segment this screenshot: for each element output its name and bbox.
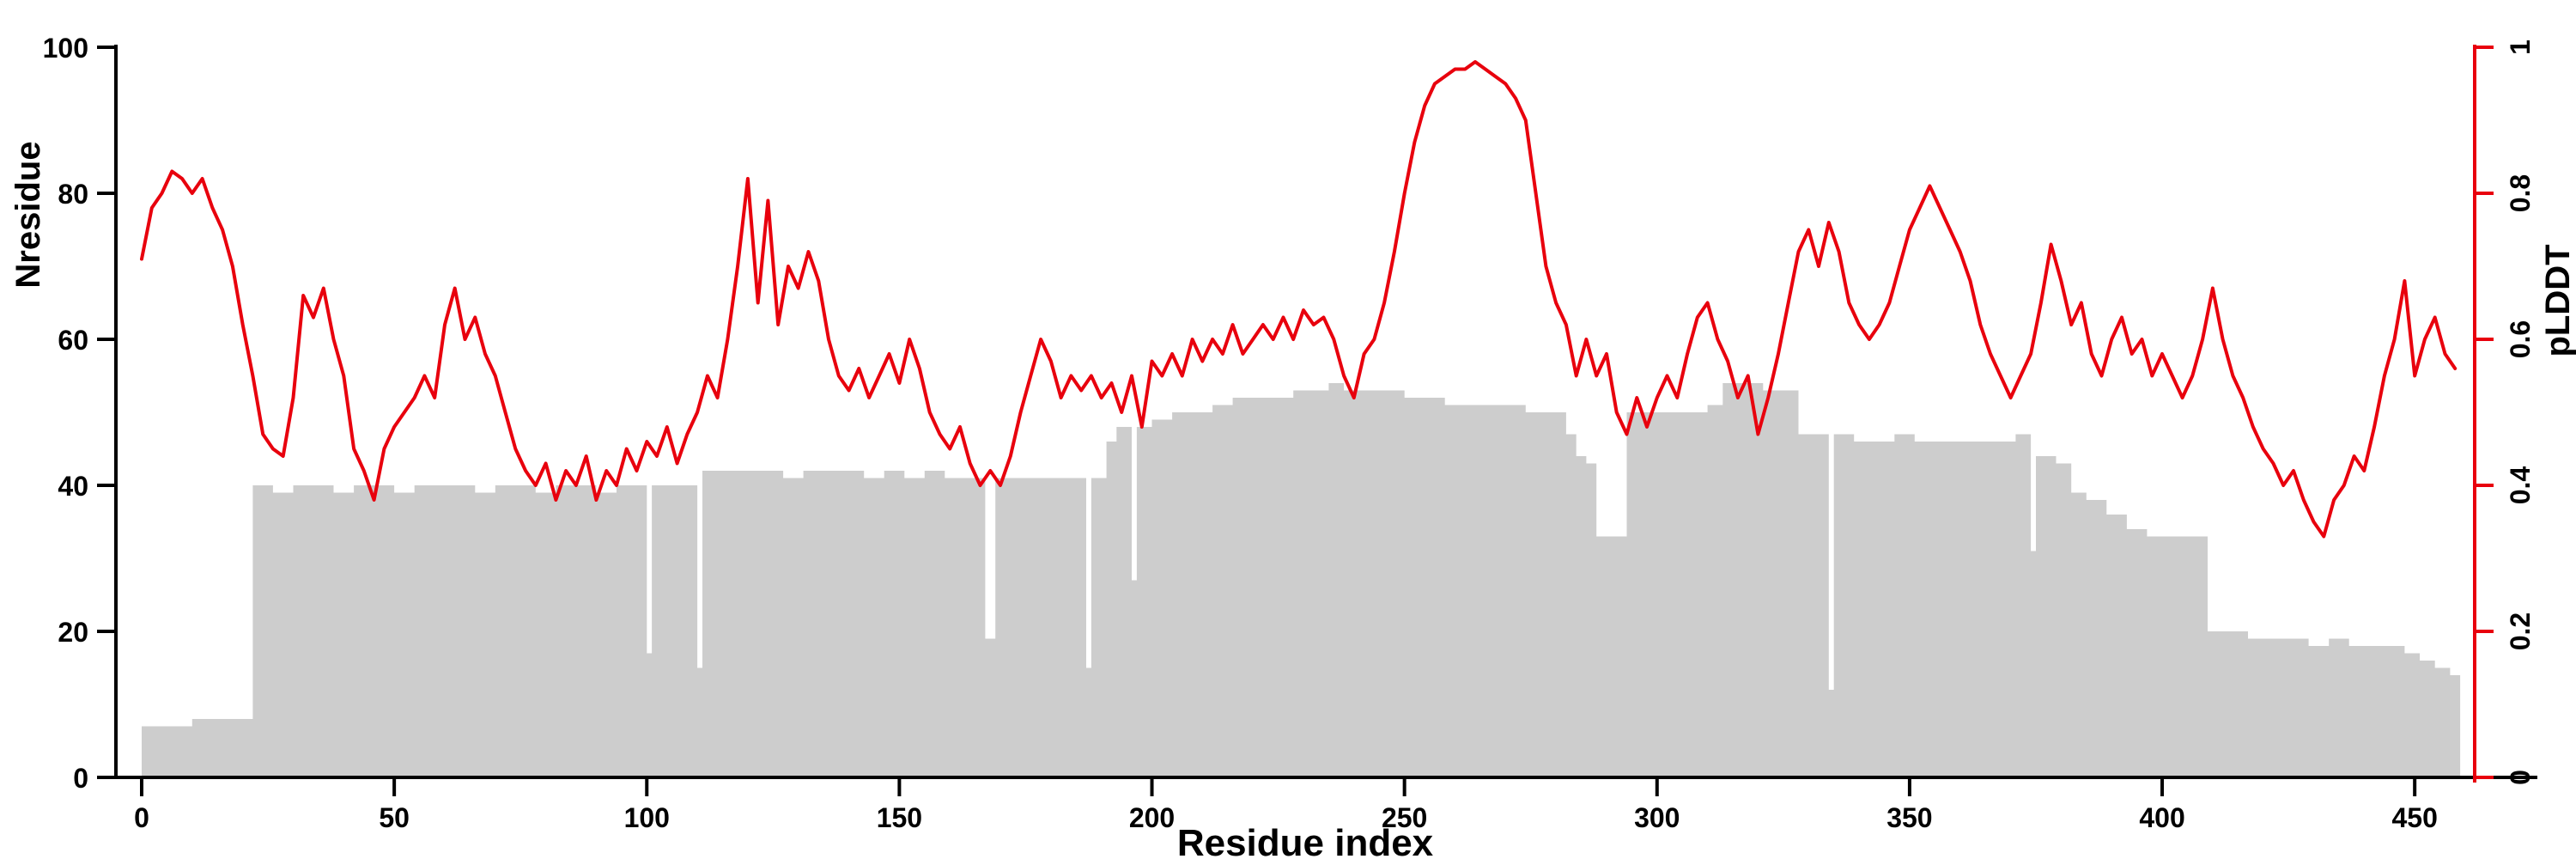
right-axis-tick-label: 0 — [2505, 770, 2536, 785]
axes-layer: 0 20 40 60 80 100 0 50 100 150 200 250 300 350 400 450 0… — [43, 33, 2537, 833]
x-axis-title: Residue index — [1177, 822, 1434, 859]
left-and-bottom-axes — [97, 45, 2537, 796]
x-axis-tick-label: 100 — [624, 802, 670, 833]
right-axis-title: pLDDT — [2539, 244, 2576, 356]
x-axis-tick-label: 300 — [1634, 802, 1680, 833]
right-axis-tick-label: 0.2 — [2505, 612, 2536, 650]
left-axis-tick-label: 20 — [58, 617, 88, 648]
left-axis-title: Nresidue — [9, 141, 47, 288]
x-axis-tick-label: 0 — [134, 802, 149, 833]
left-axis-tick-label: 100 — [43, 33, 88, 64]
plddt-line-series — [140, 60, 2458, 539]
x-axis-tick-label: 400 — [2139, 802, 2184, 833]
x-axis-tick-label: 50 — [379, 802, 410, 833]
right-axis-tick-label: 1 — [2505, 40, 2536, 55]
x-axis-tick-label: 350 — [1886, 802, 1932, 833]
x-axis-tick-label: 150 — [877, 802, 922, 833]
left-axis-tick-label: 0 — [73, 763, 88, 794]
left-axis-tick-label: 60 — [58, 325, 88, 356]
right-axis — [2473, 45, 2494, 783]
right-axis-tick-label: 0.4 — [2505, 466, 2536, 505]
right-axis-tick-label: 0.6 — [2505, 320, 2536, 358]
series-layer — [140, 60, 2461, 777]
left-axis-tick-label: 40 — [58, 471, 88, 502]
x-axis-tick-label: 250 — [1382, 802, 1427, 833]
left-axis-tick-label: 80 — [58, 179, 88, 210]
x-axis-tick-label: 450 — [2391, 802, 2437, 833]
x-axis-tick-label: 200 — [1129, 802, 1175, 833]
nresidue-area-series — [142, 383, 2461, 777]
right-axis-tick-label: 0.8 — [2505, 174, 2536, 212]
